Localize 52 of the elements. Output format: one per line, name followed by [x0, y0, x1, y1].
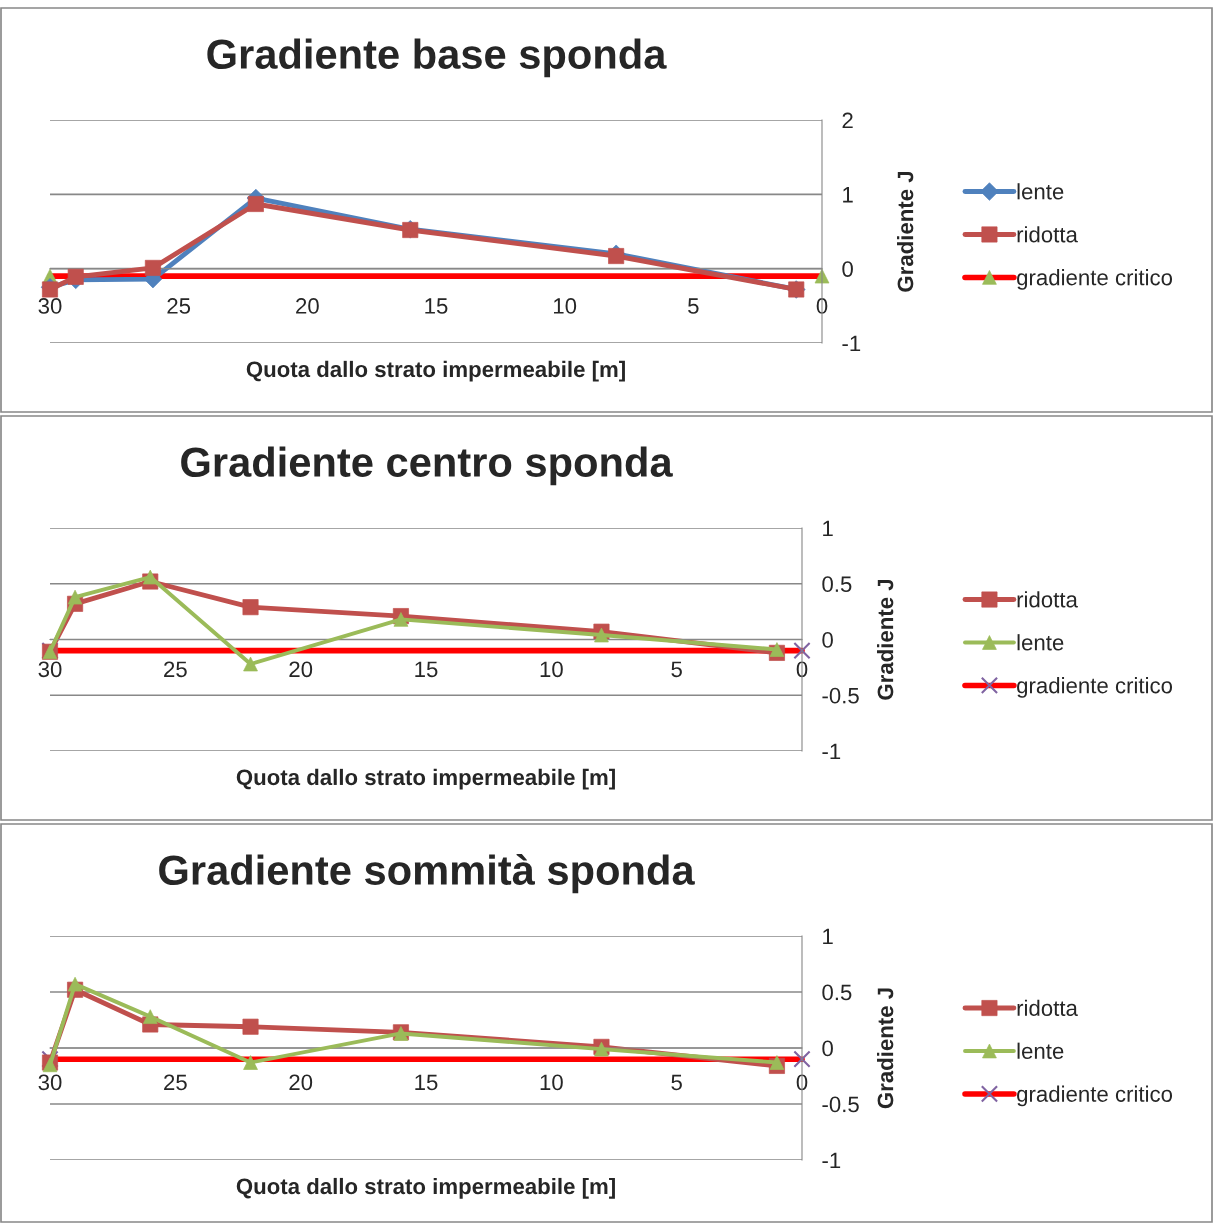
legend-label: ridotta — [1017, 999, 1078, 1017]
x-tick-label: 25 — [164, 661, 187, 678]
x-axis-title: Quota dallo strato impermeabile [m] — [236, 1177, 615, 1199]
chart-title: Gradiente base sponda — [207, 38, 667, 78]
x-tick-label: 20 — [289, 1074, 313, 1091]
x-tick-label: 15 — [415, 1074, 438, 1091]
legend-label: gradiente critico — [1017, 677, 1173, 698]
y-tick-label: -1 — [842, 335, 861, 352]
y-tick-label: 1 — [823, 520, 833, 537]
y-tick-label: -1 — [822, 1152, 841, 1169]
y-tick-label: 0 — [822, 632, 833, 648]
x-tick-label: 25 — [167, 298, 191, 314]
x-tick-label: 5 — [671, 1074, 682, 1091]
x-tick-label: 0 — [796, 1074, 808, 1091]
y-tick-label: 1 — [823, 928, 833, 945]
x-tick-label: 15 — [425, 298, 448, 314]
y-axis-title: Gradiente J — [877, 988, 894, 1109]
y-axis-title: Gradiente J — [877, 579, 894, 700]
legend-label: gradiente critico — [1017, 269, 1173, 290]
y-tick-label: -0.5 — [822, 1096, 859, 1113]
x-tick-label: 20 — [296, 298, 319, 314]
x-tick-label: 30 — [38, 298, 62, 314]
legend-label: ridotta — [1017, 591, 1078, 608]
y-axis-title: Gradiente J — [897, 171, 914, 292]
legend-label: lente — [1017, 183, 1064, 200]
y-tick-label: -0.5 — [822, 687, 859, 704]
y-tick-label: -1 — [822, 743, 841, 760]
x-tick-label: 30 — [38, 1074, 62, 1091]
y-tick-label: 0 — [842, 261, 853, 277]
chart-title: Gradiente centro sponda — [181, 446, 673, 486]
y-tick-label: 0.5 — [822, 576, 852, 593]
x-tick-label: 10 — [540, 661, 563, 678]
legend-label: gradiente critico — [1017, 1085, 1173, 1107]
y-tick-label: 0.5 — [822, 984, 852, 1001]
y-tick-label: 2 — [842, 112, 853, 129]
x-tick-label: 10 — [540, 1074, 563, 1091]
x-axis-title: Quota dallo strato impermeabile [m] — [246, 360, 625, 382]
x-tick-label: 0 — [796, 661, 808, 678]
legend-label: lente — [1017, 634, 1064, 651]
x-axis-title: Quota dallo strato impermeabile [m] — [236, 768, 615, 790]
x-tick-label: 5 — [671, 661, 682, 678]
legend-label: lente — [1017, 1042, 1064, 1059]
legend-label: ridotta — [1017, 226, 1078, 243]
x-tick-label: 25 — [164, 1074, 187, 1091]
x-tick-label: 30 — [38, 661, 62, 678]
x-tick-label: 20 — [289, 661, 313, 678]
y-tick-label: 1 — [843, 187, 853, 203]
x-tick-label: 5 — [688, 298, 699, 314]
x-tick-label: 15 — [415, 661, 438, 678]
chart-title: Gradiente sommità sponda — [159, 854, 695, 894]
x-tick-label: 10 — [554, 298, 577, 314]
y-tick-label: 0 — [822, 1040, 833, 1057]
